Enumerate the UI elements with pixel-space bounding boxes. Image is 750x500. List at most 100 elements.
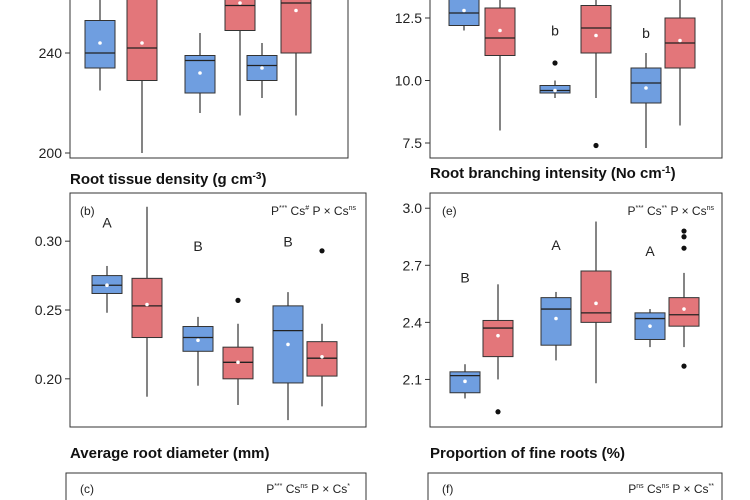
- box-group-red: [580, 0, 612, 149]
- significance-annotation: Pns Csns P × Cs**: [628, 482, 714, 496]
- panel-label: (b): [80, 204, 95, 218]
- box-group-blue: [91, 265, 123, 313]
- y-tick-label: 2.4: [403, 314, 423, 330]
- plot-frame: [69, 0, 349, 159]
- box-group-blue: [246, 43, 278, 98]
- y-axis: 0.20 0.25 0.30: [35, 233, 70, 387]
- significance-letter: A: [102, 214, 112, 230]
- box-series: [91, 206, 338, 421]
- significance-annotation: P*** Cs** P × Csns: [627, 204, 714, 218]
- box-group-red: [224, 0, 256, 116]
- box-series: [449, 221, 700, 415]
- outlier-point: [593, 142, 599, 149]
- box-group-blue: [630, 53, 662, 148]
- y-tick-label: 2.7: [403, 257, 423, 273]
- outlier-point: [681, 363, 687, 369]
- mean-marker: [496, 333, 500, 338]
- y-tick-label: 240: [39, 45, 63, 61]
- panel-root-tissue-density: 200 240 Root tissue density (g cm-3): [39, 0, 349, 188]
- mean-marker: [286, 342, 290, 347]
- y-tick-label: 3.0: [403, 200, 423, 216]
- y-tick-label: 0.25: [35, 302, 62, 318]
- plot-frame: [429, 0, 723, 159]
- panel-c: (c) P*** Csns P × Cs*: [65, 472, 367, 500]
- mean-marker: [594, 301, 598, 306]
- mean-marker: [98, 41, 102, 45]
- x-axis-title: Average root diameter (mm): [70, 445, 270, 462]
- plot-frame: [427, 472, 723, 500]
- y-tick-label: 0.30: [35, 233, 62, 249]
- x-axis-title: Root tissue density (g cm-3): [70, 171, 266, 188]
- significance-letter: A: [645, 243, 655, 259]
- box-group-blue: [182, 316, 214, 386]
- box-series: [84, 0, 312, 153]
- mean-marker: [498, 28, 502, 33]
- box-group-blue: [449, 364, 481, 399]
- box-iqr: [280, 0, 312, 54]
- box-group-blue: [539, 60, 571, 98]
- significance-letter: B: [193, 238, 202, 254]
- mean-marker: [644, 86, 648, 90]
- box-iqr: [131, 277, 163, 339]
- box-group-red: [306, 248, 338, 407]
- y-axis: 2.1 2.4 2.7 3.0: [403, 200, 430, 387]
- box-group-red: [126, 0, 158, 153]
- box-group-red: [664, 0, 696, 126]
- significance-letter: b: [551, 23, 559, 39]
- x-axis-title: Proportion of fine roots (%): [430, 445, 625, 462]
- group-letters: B A A: [460, 237, 655, 285]
- box-group-blue: [184, 33, 216, 113]
- mean-marker: [320, 355, 324, 359]
- box-series: [448, 0, 696, 149]
- mean-marker: [678, 38, 682, 43]
- mean-marker: [648, 324, 652, 328]
- box-iqr: [540, 297, 572, 346]
- y-tick-label: 12.5: [395, 10, 422, 26]
- box-iqr: [580, 5, 612, 54]
- box-group-red: [484, 0, 516, 131]
- box-group-blue: [272, 292, 304, 421]
- mean-marker: [463, 379, 467, 384]
- panel-label: (f): [442, 482, 453, 496]
- panel-f: (f) Pns Csns P × Cs**: [427, 472, 723, 500]
- mean-marker: [553, 88, 557, 93]
- y-axis: 200 240: [39, 45, 70, 161]
- box-group-blue: [634, 309, 666, 348]
- significance-letter: A: [551, 237, 561, 253]
- box-group-red: [482, 284, 514, 415]
- significance-letter: B: [460, 269, 469, 285]
- outlier-point: [495, 409, 501, 415]
- significance-letter: B: [283, 234, 292, 250]
- mean-marker: [198, 71, 202, 75]
- significance-annotation: P*** Csns P × Cs*: [266, 482, 350, 496]
- mean-marker: [594, 33, 598, 38]
- mean-marker: [260, 66, 264, 70]
- box-iqr: [580, 270, 612, 323]
- outlier-point: [681, 245, 687, 251]
- mean-marker: [462, 8, 466, 13]
- outlier-point: [681, 228, 687, 234]
- box-group-red: [222, 297, 254, 405]
- panel-proportion-fine-roots: (e) P*** Cs** P × Csns 2.12.42.73.0 BA A …: [403, 192, 723, 462]
- mean-marker: [294, 8, 298, 13]
- y-tick-label: 2.1: [403, 371, 423, 387]
- mean-marker: [145, 302, 149, 307]
- outlier-point: [552, 60, 558, 66]
- box-group-red: [280, 0, 312, 116]
- y-tick-label: 7.5: [403, 135, 423, 151]
- plot-frame: [65, 472, 367, 500]
- mean-marker: [682, 307, 686, 311]
- outlier-point: [235, 297, 241, 303]
- outlier-point: [319, 248, 325, 254]
- y-tick-label: 10.0: [395, 73, 422, 89]
- box-group-red: [580, 221, 612, 384]
- box-iqr: [306, 341, 338, 377]
- box-iqr: [126, 0, 158, 81]
- significance-annotation: P*** Cs# P × Csns: [271, 204, 356, 218]
- box-iqr: [668, 297, 700, 327]
- x-axis-title: Root branching intensity (No cm-1): [430, 165, 676, 182]
- plot-frame: [429, 192, 723, 428]
